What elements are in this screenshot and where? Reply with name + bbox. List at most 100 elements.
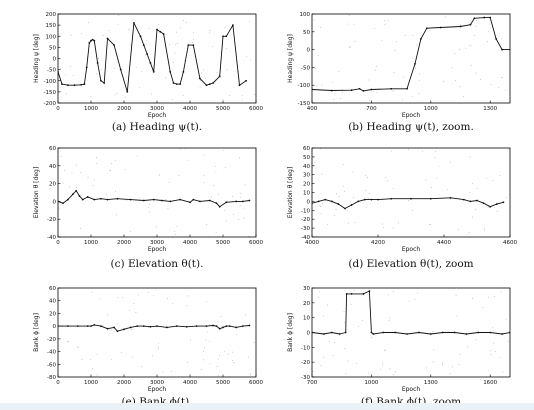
data-point (501, 48, 503, 51)
noise-dot (414, 299, 415, 300)
noise-dot (79, 171, 81, 173)
noise-dot (469, 232, 470, 233)
noise-dot (489, 23, 491, 25)
noise-dot (495, 351, 496, 352)
y-tick-label: 50 (49, 45, 56, 51)
noise-dot (505, 318, 507, 320)
noise-dot (408, 148, 409, 150)
data-point (489, 331, 492, 334)
data-point (370, 88, 373, 91)
y-tick-label: -10 (301, 208, 310, 214)
noise-dot (346, 210, 348, 211)
noise-dot (249, 21, 250, 23)
noise-dot (501, 38, 503, 40)
noise-dot (500, 291, 502, 292)
noise-dot (367, 177, 368, 178)
noise-dot (168, 181, 170, 183)
noise-dot (116, 93, 118, 95)
data-point (215, 325, 218, 328)
noise-dot (404, 34, 406, 36)
noise-dot (239, 205, 241, 207)
data-point (425, 27, 428, 30)
noise-dot (499, 357, 501, 358)
noise-dot (312, 371, 314, 373)
noise-dot (63, 170, 65, 172)
noise-dot (215, 165, 217, 167)
noise-dot (133, 303, 135, 304)
data-point (67, 325, 69, 328)
x-tick-label: 1000 (364, 380, 378, 386)
x-tick-label: 4000 (183, 106, 197, 112)
noise-dot (366, 206, 368, 208)
data-point (159, 30, 162, 33)
x-tick-label: 4000 (305, 240, 319, 246)
data-point (322, 333, 325, 335)
y-tick-label: 0 (307, 199, 311, 205)
data-point (228, 325, 231, 328)
noise-dot (203, 154, 205, 156)
noise-dot (102, 35, 104, 36)
noise-dot (343, 163, 344, 165)
noise-dot (507, 149, 509, 150)
noise-dot (442, 364, 443, 366)
noise-dot (352, 171, 354, 173)
noise-dot (201, 72, 203, 74)
noise-dot (68, 236, 70, 237)
data-point (362, 293, 365, 295)
data-point (149, 62, 152, 64)
data-point (166, 326, 168, 329)
noise-dot (432, 361, 434, 363)
data-point (489, 16, 492, 19)
noise-dot (416, 44, 417, 46)
data-point (192, 198, 195, 201)
noise-dot (70, 66, 71, 68)
x-tick-label: 4600 (503, 240, 517, 246)
noise-dot (393, 291, 394, 292)
noise-dot (321, 173, 323, 175)
data-point (317, 200, 320, 203)
noise-dot (190, 339, 191, 341)
noise-dot (99, 298, 101, 300)
noise-dot (470, 45, 472, 47)
noise-dot (68, 341, 70, 343)
y-tick-label: 200 (46, 12, 57, 18)
noise-dot (180, 27, 181, 29)
noise-dot (158, 348, 159, 350)
noise-dot (376, 92, 378, 94)
data-point (58, 200, 59, 203)
noise-dot (340, 98, 341, 100)
noise-dot (76, 164, 77, 166)
noise-dot (67, 341, 68, 342)
noise-dot (136, 155, 138, 157)
noise-dot (118, 15, 119, 17)
noise-dot (459, 49, 461, 50)
panel-caption: (a) Heading ψ(t). (112, 121, 202, 133)
noise-dot (70, 34, 72, 36)
noise-dot (152, 295, 154, 297)
data-point (453, 331, 456, 334)
x-tick-label: 400 (307, 106, 318, 112)
noise-dot (203, 351, 204, 352)
x-tick-label: 1000 (84, 106, 98, 112)
y-tick-label: -40 (301, 235, 310, 241)
noise-dot (241, 95, 243, 97)
noise-dot (116, 214, 117, 216)
data-point (129, 326, 132, 329)
noise-dot (323, 356, 324, 358)
noise-dot (343, 185, 344, 187)
noise-dot (150, 93, 152, 95)
x-tick-label: 6000 (249, 240, 263, 246)
data-point (215, 202, 218, 205)
data-point (406, 333, 408, 335)
noise-dot (158, 175, 160, 177)
y-tick-label: -30 (301, 375, 310, 381)
data-point (123, 328, 125, 331)
noise-dot (350, 46, 352, 48)
noise-dot (81, 358, 83, 360)
noise-dot (382, 227, 384, 228)
noise-dot (192, 38, 194, 40)
data-point (212, 82, 215, 84)
noise-dot (226, 200, 228, 202)
data-point (100, 197, 102, 200)
noise-dot (203, 175, 205, 177)
